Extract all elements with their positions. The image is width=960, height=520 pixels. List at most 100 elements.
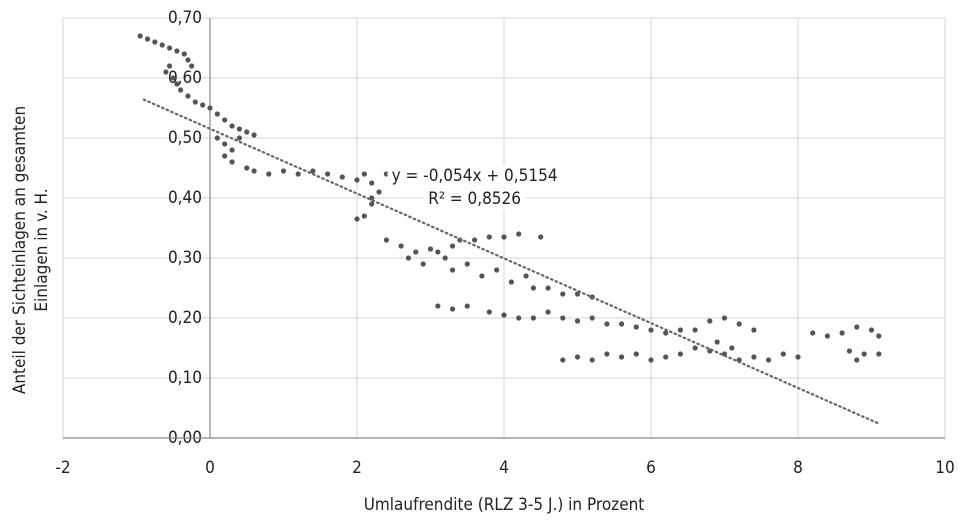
point [589, 315, 595, 321]
point [159, 42, 165, 48]
y-axis-title-line: Anteil der Sichteinlagen an gesamten [10, 106, 30, 394]
point [854, 357, 860, 363]
point [479, 273, 485, 279]
point [236, 126, 242, 132]
point [494, 267, 500, 273]
point [574, 354, 581, 360]
point [251, 132, 257, 138]
point [846, 348, 853, 354]
point [516, 231, 522, 237]
point [876, 333, 882, 339]
point [663, 354, 669, 360]
point [560, 291, 566, 297]
y-tick-label: 0,40 [168, 188, 202, 208]
point [427, 246, 434, 252]
point [449, 243, 456, 249]
x-tick-label: 8 [793, 458, 803, 478]
point [692, 345, 698, 351]
point [178, 87, 184, 93]
point [207, 105, 213, 111]
point [721, 315, 728, 321]
point [339, 174, 345, 180]
trendline [142, 98, 880, 425]
point [144, 36, 151, 42]
point [729, 345, 735, 351]
point [545, 309, 551, 315]
y-tick-label: 0,20 [168, 308, 202, 328]
point [361, 171, 367, 177]
point [189, 63, 195, 69]
x-tick-label: 6 [646, 458, 656, 478]
point [633, 324, 639, 330]
point [486, 309, 492, 315]
point [449, 267, 456, 273]
point [751, 354, 757, 360]
point [868, 327, 875, 333]
point [449, 306, 456, 312]
point [530, 285, 537, 291]
point [435, 303, 441, 309]
point [229, 147, 235, 153]
point [170, 75, 176, 81]
x-axis-title: Umlaufrendite (RLZ 3-5 J.) in Prozent [364, 495, 645, 515]
x-tick-label: 10 [935, 458, 954, 478]
point [619, 354, 625, 360]
point [464, 303, 470, 309]
point [369, 201, 375, 207]
point [442, 255, 448, 261]
point [501, 234, 507, 240]
x-tick-label: 4 [499, 458, 509, 478]
point [354, 216, 360, 222]
point [166, 45, 173, 51]
x-tick-label: 0 [205, 458, 215, 478]
x-tick-label: -2 [55, 458, 70, 478]
point [325, 171, 331, 177]
point [810, 330, 816, 336]
point [516, 315, 522, 321]
point [619, 321, 625, 327]
point [251, 168, 257, 174]
point [222, 153, 228, 159]
point [707, 318, 713, 324]
point [538, 234, 544, 240]
point [244, 129, 250, 135]
point [545, 285, 551, 291]
y-axis-title-line: Einlagen in v. H. [32, 188, 52, 311]
annotation-background [387, 165, 562, 187]
point [214, 111, 220, 117]
point [435, 249, 441, 255]
point [780, 351, 786, 357]
point [266, 171, 272, 177]
point [633, 351, 639, 357]
point [464, 261, 470, 267]
point [692, 327, 698, 333]
point [523, 273, 529, 279]
point [383, 237, 389, 243]
x-tick-label: 2 [352, 458, 362, 478]
point [663, 330, 669, 336]
point [376, 189, 382, 195]
r-squared: R² = 0,8526 [428, 189, 521, 209]
point [405, 255, 412, 261]
point [486, 234, 492, 240]
point [200, 102, 206, 108]
point [222, 117, 228, 123]
point [192, 99, 198, 105]
point [714, 339, 720, 345]
point [876, 351, 882, 357]
point [574, 318, 581, 324]
point [413, 249, 419, 255]
point [236, 135, 242, 141]
point [501, 312, 507, 318]
point [648, 327, 654, 333]
y-tick-label: 0,70 [168, 8, 202, 28]
point [589, 357, 595, 363]
point [420, 261, 426, 267]
point [861, 351, 867, 357]
point [229, 123, 235, 129]
point [166, 63, 173, 69]
y-tick-label: 0,10 [168, 368, 202, 388]
point [839, 330, 845, 336]
point [677, 351, 684, 357]
